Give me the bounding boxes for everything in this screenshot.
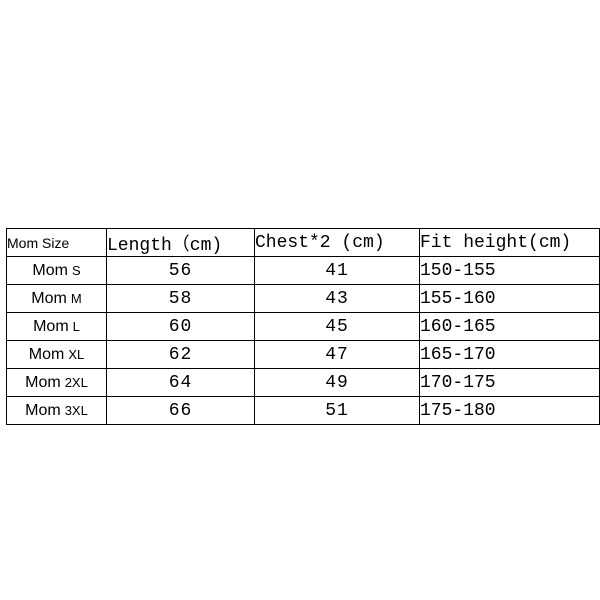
cell-size: Mom M [7, 285, 107, 313]
cell-fit: 160-165 [420, 313, 600, 341]
cell-size: MomXL [7, 341, 107, 369]
size-suffix: S [72, 263, 81, 278]
size-prefix: Mom [25, 402, 61, 419]
table-row: Mom S 56 41 150-155 [7, 257, 600, 285]
cell-chest: 51 [255, 397, 420, 425]
cell-size: Mom S [7, 257, 107, 285]
table-row: Mom M 58 43 155-160 [7, 285, 600, 313]
cell-fit: 175-180 [420, 397, 600, 425]
cell-length: 64 [107, 369, 255, 397]
size-suffix: M [71, 291, 82, 306]
cell-length: 60 [107, 313, 255, 341]
col-header-length: Length（cm) [107, 229, 255, 257]
size-suffix: XL [68, 347, 84, 362]
col-header-chest: Chest*2 (cm) [255, 229, 420, 257]
size-suffix: 3XL [65, 403, 88, 418]
size-prefix: Mom [32, 262, 68, 279]
table-header-row: Mom Size Length（cm) Chest*2 (cm) Fit hei… [7, 229, 600, 257]
cell-length: 56 [107, 257, 255, 285]
size-chart-table: Mom Size Length（cm) Chest*2 (cm) Fit hei… [6, 228, 600, 425]
cell-fit: 150-155 [420, 257, 600, 285]
size-suffix: L [73, 319, 80, 334]
cell-chest: 49 [255, 369, 420, 397]
cell-chest: 47 [255, 341, 420, 369]
col-header-fit: Fit height(cm) [420, 229, 600, 257]
cell-fit: 155-160 [420, 285, 600, 313]
size-prefix: Mom [25, 374, 61, 391]
col-header-size: Mom Size [7, 229, 107, 257]
cell-size: Mom 3XL [7, 397, 107, 425]
cell-length: 58 [107, 285, 255, 313]
table-row: MomXL 62 47 165-170 [7, 341, 600, 369]
cell-chest: 43 [255, 285, 420, 313]
size-prefix: Mom [31, 290, 67, 307]
cell-length: 66 [107, 397, 255, 425]
cell-size: Mom 2XL [7, 369, 107, 397]
table-row: Mom 3XL 66 51 175-180 [7, 397, 600, 425]
size-prefix: Mom [33, 318, 69, 335]
cell-fit: 165-170 [420, 341, 600, 369]
cell-chest: 41 [255, 257, 420, 285]
cell-fit: 170-175 [420, 369, 600, 397]
size-suffix: 2XL [65, 375, 88, 390]
size-prefix: Mom [29, 346, 65, 363]
cell-length: 62 [107, 341, 255, 369]
table-row: Mom 2XL 64 49 170-175 [7, 369, 600, 397]
table-row: Mom L 60 45 160-165 [7, 313, 600, 341]
cell-chest: 45 [255, 313, 420, 341]
cell-size: Mom L [7, 313, 107, 341]
